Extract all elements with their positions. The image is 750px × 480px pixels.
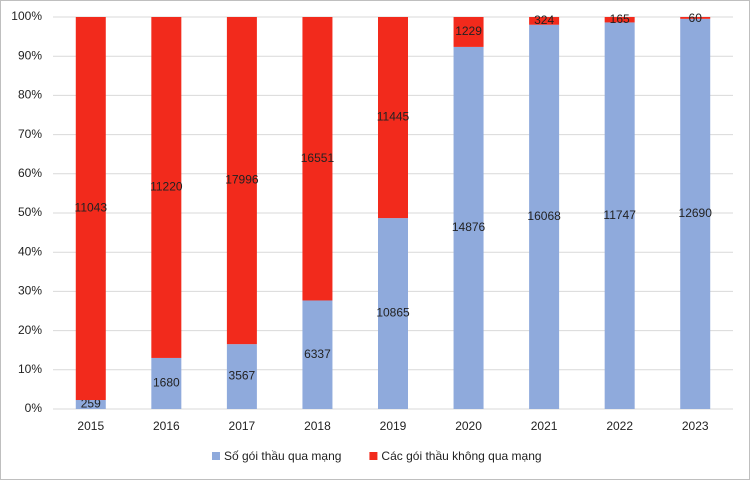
bar-segment: [453, 46, 484, 410]
data-label: 17996: [225, 173, 259, 187]
bar-segment: [680, 17, 711, 19]
bar-segment: [75, 17, 106, 401]
data-label: 165: [610, 12, 630, 26]
x-tick-label: 2019: [380, 419, 407, 433]
data-label: 14876: [452, 220, 486, 234]
bar-segment: [378, 17, 408, 219]
x-tick-label: 2016: [153, 419, 180, 433]
y-tick-label: 90%: [18, 48, 42, 62]
bar-segment: [151, 357, 182, 409]
data-label: 12690: [679, 206, 713, 220]
y-tick-label: 70%: [18, 127, 42, 141]
y-tick-label: 30%: [18, 284, 42, 298]
y-tick-label: 60%: [18, 166, 42, 180]
bar-segment: [151, 17, 182, 358]
y-tick-label: 0%: [25, 401, 43, 415]
x-tick-label: 2021: [531, 419, 558, 433]
x-tick-label: 2018: [304, 419, 331, 433]
data-label: 3567: [229, 369, 256, 383]
x-tick-label: 2015: [77, 419, 104, 433]
data-label: 1229: [455, 24, 482, 38]
legend-swatch: [369, 452, 378, 460]
bar-segment: [226, 17, 257, 345]
legend-swatch: [212, 452, 220, 460]
y-tick-label: 100%: [11, 9, 42, 23]
x-tick-label: 2020: [455, 419, 482, 433]
y-tick-label: 10%: [18, 362, 42, 376]
data-label: 16551: [301, 151, 335, 165]
bar-segment: [604, 22, 635, 410]
bar-segment: [453, 17, 484, 47]
bar-segment: [75, 400, 106, 409]
bar-segment: [680, 18, 711, 410]
bar-segment: [529, 17, 560, 25]
data-label: 1680: [153, 376, 180, 390]
data-label: 11445: [377, 110, 410, 124]
data-label: 6337: [304, 347, 331, 361]
bar-segment: [529, 24, 560, 409]
data-label: 11043: [75, 201, 108, 215]
data-label: 16068: [527, 209, 561, 223]
bar-segment: [604, 17, 635, 23]
x-tick-label: 2017: [229, 419, 256, 433]
y-tick-label: 20%: [18, 323, 42, 337]
y-tick-label: 50%: [18, 205, 42, 219]
bar-segment: [302, 300, 333, 409]
bar-segment: [302, 17, 333, 301]
y-tick-label: 40%: [18, 244, 42, 258]
data-label: 11220: [150, 180, 183, 194]
legend-label: Các gói thầu không qua mạng: [381, 449, 541, 463]
x-tick-label: 2022: [606, 419, 633, 433]
data-label: 11747: [603, 208, 636, 222]
y-tick-label: 80%: [18, 88, 42, 102]
bar-segment: [226, 344, 257, 409]
legend-label: Số gói thầu qua mạng: [224, 449, 341, 463]
data-label: 10865: [376, 306, 410, 320]
data-label: 259: [81, 397, 101, 411]
x-tick-label: 2023: [682, 419, 709, 433]
data-label: 60: [689, 11, 703, 25]
bar-segment: [378, 218, 408, 409]
data-label: 324: [534, 13, 554, 27]
